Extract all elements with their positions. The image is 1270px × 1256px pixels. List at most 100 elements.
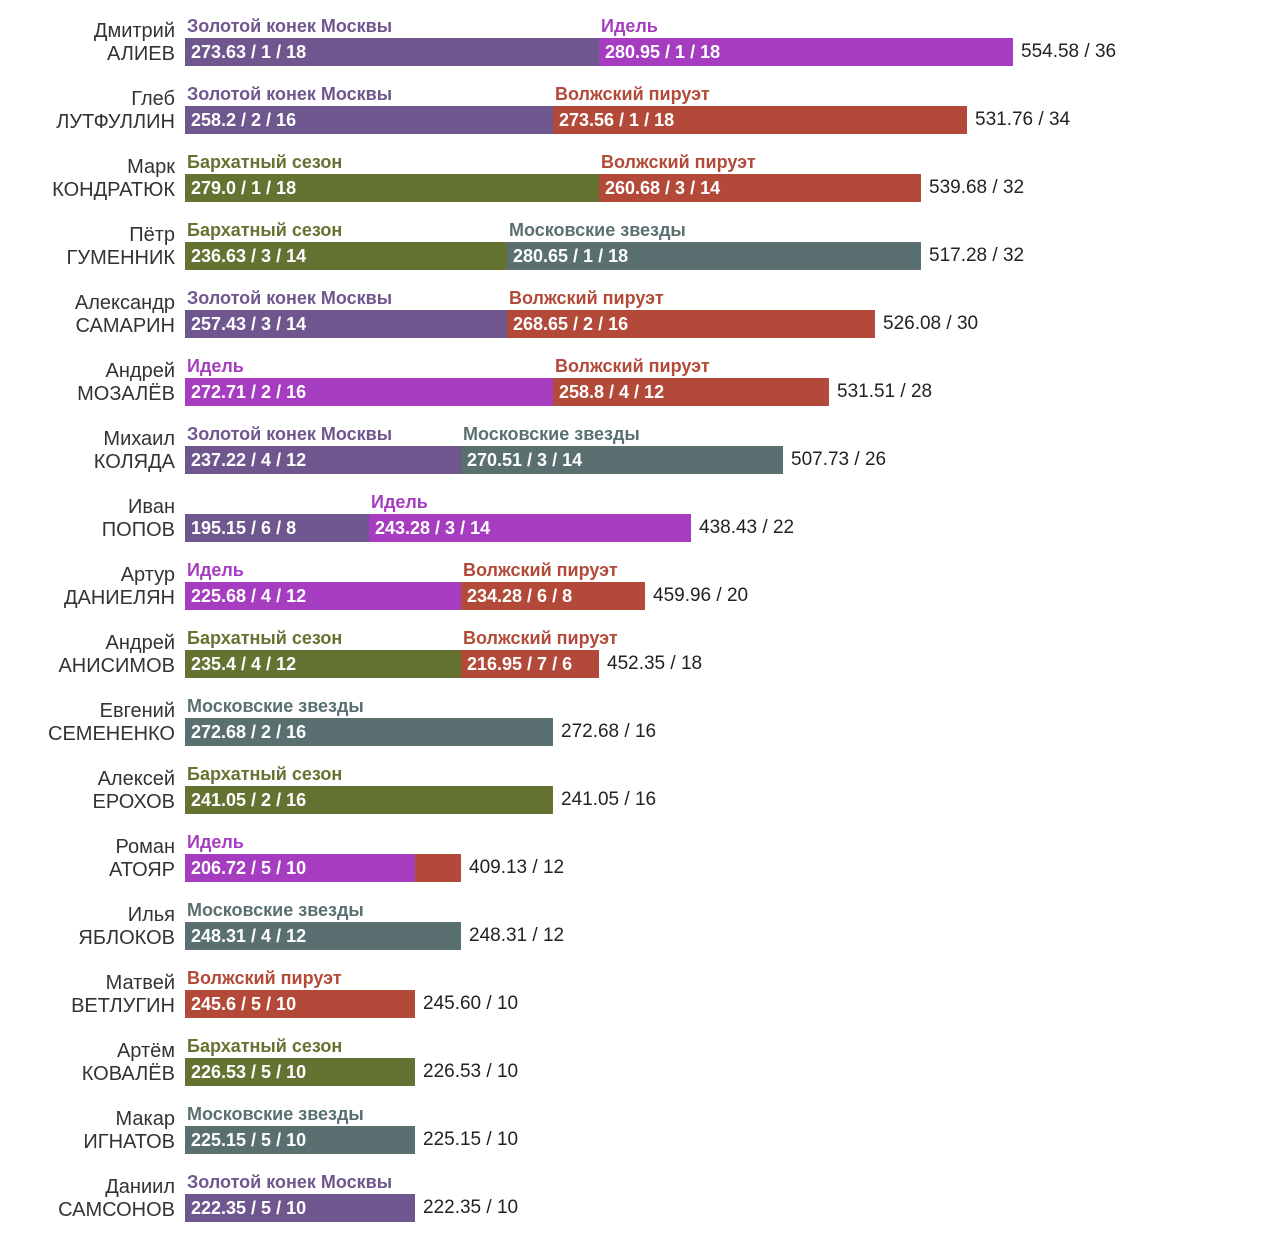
- bar-segment: Идель272.71 / 2 / 16: [185, 378, 553, 406]
- segment-value: 235.4 / 4 / 12: [191, 650, 296, 678]
- segment-event-label: Бархатный сезон: [187, 1035, 342, 1058]
- bar-area: Идель225.68 / 4 / 12Волжский пируэт234.2…: [185, 556, 1250, 610]
- skater-first-name: Марк: [20, 156, 175, 179]
- skater-first-name: Андрей: [20, 632, 175, 655]
- bar-segment: Московские звезды270.51 / 3 / 14: [461, 446, 783, 474]
- segment-event-label: Волжский пируэт: [509, 287, 664, 310]
- skater-first-name: Роман: [20, 836, 175, 859]
- segment-event-label: Идель: [187, 355, 244, 378]
- bar-segment: Золотой конек Москвы273.63 / 1 / 18: [185, 38, 599, 66]
- skater-first-name: Матвей: [20, 972, 175, 995]
- bar-area: Бархатный сезон279.0 / 1 / 18 Волжский пи…: [185, 148, 1250, 202]
- bar-segment: Идель280.95 / 1 / 18: [599, 38, 1013, 66]
- skater-first-name: Александр: [20, 292, 175, 315]
- segment-event-label: Золотой конек Москвы: [187, 1171, 392, 1194]
- segment-event-label: Волжский пируэт: [555, 355, 710, 378]
- bar-segment: Бархатный сезон236.63 / 3 / 14: [185, 242, 507, 270]
- skater-name: МатвейВЕТЛУГИН: [20, 972, 185, 1018]
- segment-value: 248.31 / 4 / 12: [191, 922, 306, 950]
- segment-event-label: Московские звезды: [187, 899, 364, 922]
- segment-event-label: Московские звезды: [187, 1103, 364, 1126]
- segment-value: 270.51 / 3 / 14: [467, 446, 582, 474]
- segment-value: 241.05 / 2 / 16: [191, 786, 306, 814]
- segment-event-label: Московские звезды: [463, 423, 640, 446]
- standings-chart: ДмитрийАЛИЕВЗолотой конек Москвы273.63 /…: [20, 12, 1250, 1222]
- skater-last-name: МОЗАЛЁВ: [20, 383, 175, 406]
- segment-value: 279.0 / 1 / 18: [191, 174, 296, 202]
- skater-name: АндрейАНИСИМОВ: [20, 632, 185, 678]
- segment-event-label: Московские звезды: [509, 219, 686, 242]
- segment-value: 272.71 / 2 / 16: [191, 378, 306, 406]
- standings-row: ИльяЯБЛОКОВМосковские звезды248.31 / 4 /…: [20, 896, 1250, 950]
- bar-segment: Волжский пируэт260.68 / 3 / 14: [599, 174, 921, 202]
- skater-first-name: Артём: [20, 1040, 175, 1063]
- segment-value: 257.43 / 3 / 14: [191, 310, 306, 338]
- row-total: 225.15 / 10: [415, 1126, 518, 1154]
- skater-last-name: ВЕТЛУГИН: [20, 995, 175, 1018]
- segment-event-label: Золотой конек Москвы: [187, 287, 392, 310]
- segment-value: 234.28 / 6 / 8: [467, 582, 572, 610]
- skater-name: АлександрСАМАРИН: [20, 292, 185, 338]
- row-total: 531.51 / 28: [829, 378, 932, 406]
- bar-segment: Идель243.28 / 3 / 14: [369, 514, 691, 542]
- skater-first-name: Андрей: [20, 360, 175, 383]
- bar-segment: Волжский пируэт258.8 / 4 / 12: [553, 378, 829, 406]
- segment-event-label: Бархатный сезон: [187, 151, 342, 174]
- skater-name: МаркКОНДРАТЮК: [20, 156, 185, 202]
- skater-first-name: Евгений: [20, 700, 175, 723]
- skater-last-name: КОВАЛЁВ: [20, 1063, 175, 1086]
- skater-last-name: САМАРИН: [20, 315, 175, 338]
- bar-segment: Московские звезды272.68 / 2 / 16: [185, 718, 553, 746]
- skater-last-name: СЕМЕНЕНКО: [20, 723, 175, 746]
- skater-last-name: КОНДРАТЮК: [20, 179, 175, 202]
- bar-segment: Золотой конек Москвы237.22 / 4 / 12: [185, 446, 461, 474]
- standings-row: АртёмКОВАЛЁВ Бархатный сезон226.53 / 5 / …: [20, 1032, 1250, 1086]
- skater-name: РоманАТОЯР: [20, 836, 185, 882]
- row-total: 526.08 / 30: [875, 310, 978, 338]
- standings-row: ИванПОПОВ195.15 / 6 / 8 Идель243.28 / 3 /…: [20, 488, 1250, 542]
- standings-row: РоманАТОЯРИдель206.72 / 5 / 10409.13 / 1…: [20, 828, 1250, 882]
- standings-row: АртурДАНИЕЛЯНИдель225.68 / 4 / 12Волжски…: [20, 556, 1250, 610]
- bar-area: Золотой конек Москвы237.22 / 4 / 12Моско…: [185, 420, 1250, 474]
- skater-last-name: ПОПОВ: [20, 519, 175, 542]
- bar-area: Волжский пируэт245.6 / 5 / 10245.60 / 10: [185, 964, 1250, 1018]
- bar-segment: [415, 854, 461, 882]
- bar-segment: Бархатный сезон241.05 / 2 / 16: [185, 786, 553, 814]
- segment-event-label: Золотой конек Москвы: [187, 83, 392, 106]
- skater-last-name: АТОЯР: [20, 859, 175, 882]
- segment-event-label: Золотой конек Москвы: [187, 15, 392, 38]
- row-total: 531.76 / 34: [967, 106, 1070, 134]
- segment-value: 195.15 / 6 / 8: [191, 514, 296, 542]
- bar-segment: Бархатный сезон235.4 / 4 / 12: [185, 650, 461, 678]
- skater-last-name: АЛИЕВ: [20, 43, 175, 66]
- bar-segment: Золотой конек Москвы222.35 / 5 / 10: [185, 1194, 415, 1222]
- bar-segment: Московские звезды225.15 / 5 / 10: [185, 1126, 415, 1154]
- standings-row: ЕвгенийСЕМЕНЕНКО Московские звезды272.68 …: [20, 692, 1250, 746]
- skater-last-name: ГУМЕННИК: [20, 247, 175, 270]
- standings-row: ДаниилСАМСОНОВЗолотой конек Москвы222.35…: [20, 1168, 1250, 1222]
- bar-segment: Волжский пируэт234.28 / 6 / 8: [461, 582, 645, 610]
- bar-segment: Золотой конек Москвы257.43 / 3 / 14: [185, 310, 507, 338]
- skater-name: ИванПОПОВ: [20, 496, 185, 542]
- skater-first-name: Алексей: [20, 768, 175, 791]
- skater-last-name: ЛУТФУЛЛИН: [20, 111, 175, 134]
- skater-name: МихаилКОЛЯДА: [20, 428, 185, 474]
- standings-row: АлександрСАМАРИНЗолотой конек Москвы257.…: [20, 284, 1250, 338]
- skater-name: АндрейМОЗАЛЁВ: [20, 360, 185, 406]
- segment-event-label: Идель: [371, 491, 428, 514]
- skater-last-name: ИГНАТОВ: [20, 1131, 175, 1154]
- segment-value: 225.68 / 4 / 12: [191, 582, 306, 610]
- skater-first-name: Михаил: [20, 428, 175, 451]
- skater-last-name: ДАНИЕЛЯН: [20, 587, 175, 610]
- bar-segment: Бархатный сезон226.53 / 5 / 10: [185, 1058, 415, 1086]
- segment-event-label: Бархатный сезон: [187, 219, 342, 242]
- segment-value: 273.56 / 1 / 18: [559, 106, 674, 134]
- bar-segment: Волжский пируэт273.56 / 1 / 18: [553, 106, 967, 134]
- standings-row: АлексейЕРОХОВБархатный сезон241.05 / 2 /…: [20, 760, 1250, 814]
- standings-row: МихаилКОЛЯДАЗолотой конек Москвы237.22 /…: [20, 420, 1250, 474]
- standings-row: МаркКОНДРАТЮКБархатный сезон279.0 / 1 / …: [20, 148, 1250, 202]
- segment-value: 206.72 / 5 / 10: [191, 854, 306, 882]
- skater-name: ПётрГУМЕННИК: [20, 224, 185, 270]
- row-total: 241.05 / 16: [553, 786, 656, 814]
- segment-value: 222.35 / 5 / 10: [191, 1194, 306, 1222]
